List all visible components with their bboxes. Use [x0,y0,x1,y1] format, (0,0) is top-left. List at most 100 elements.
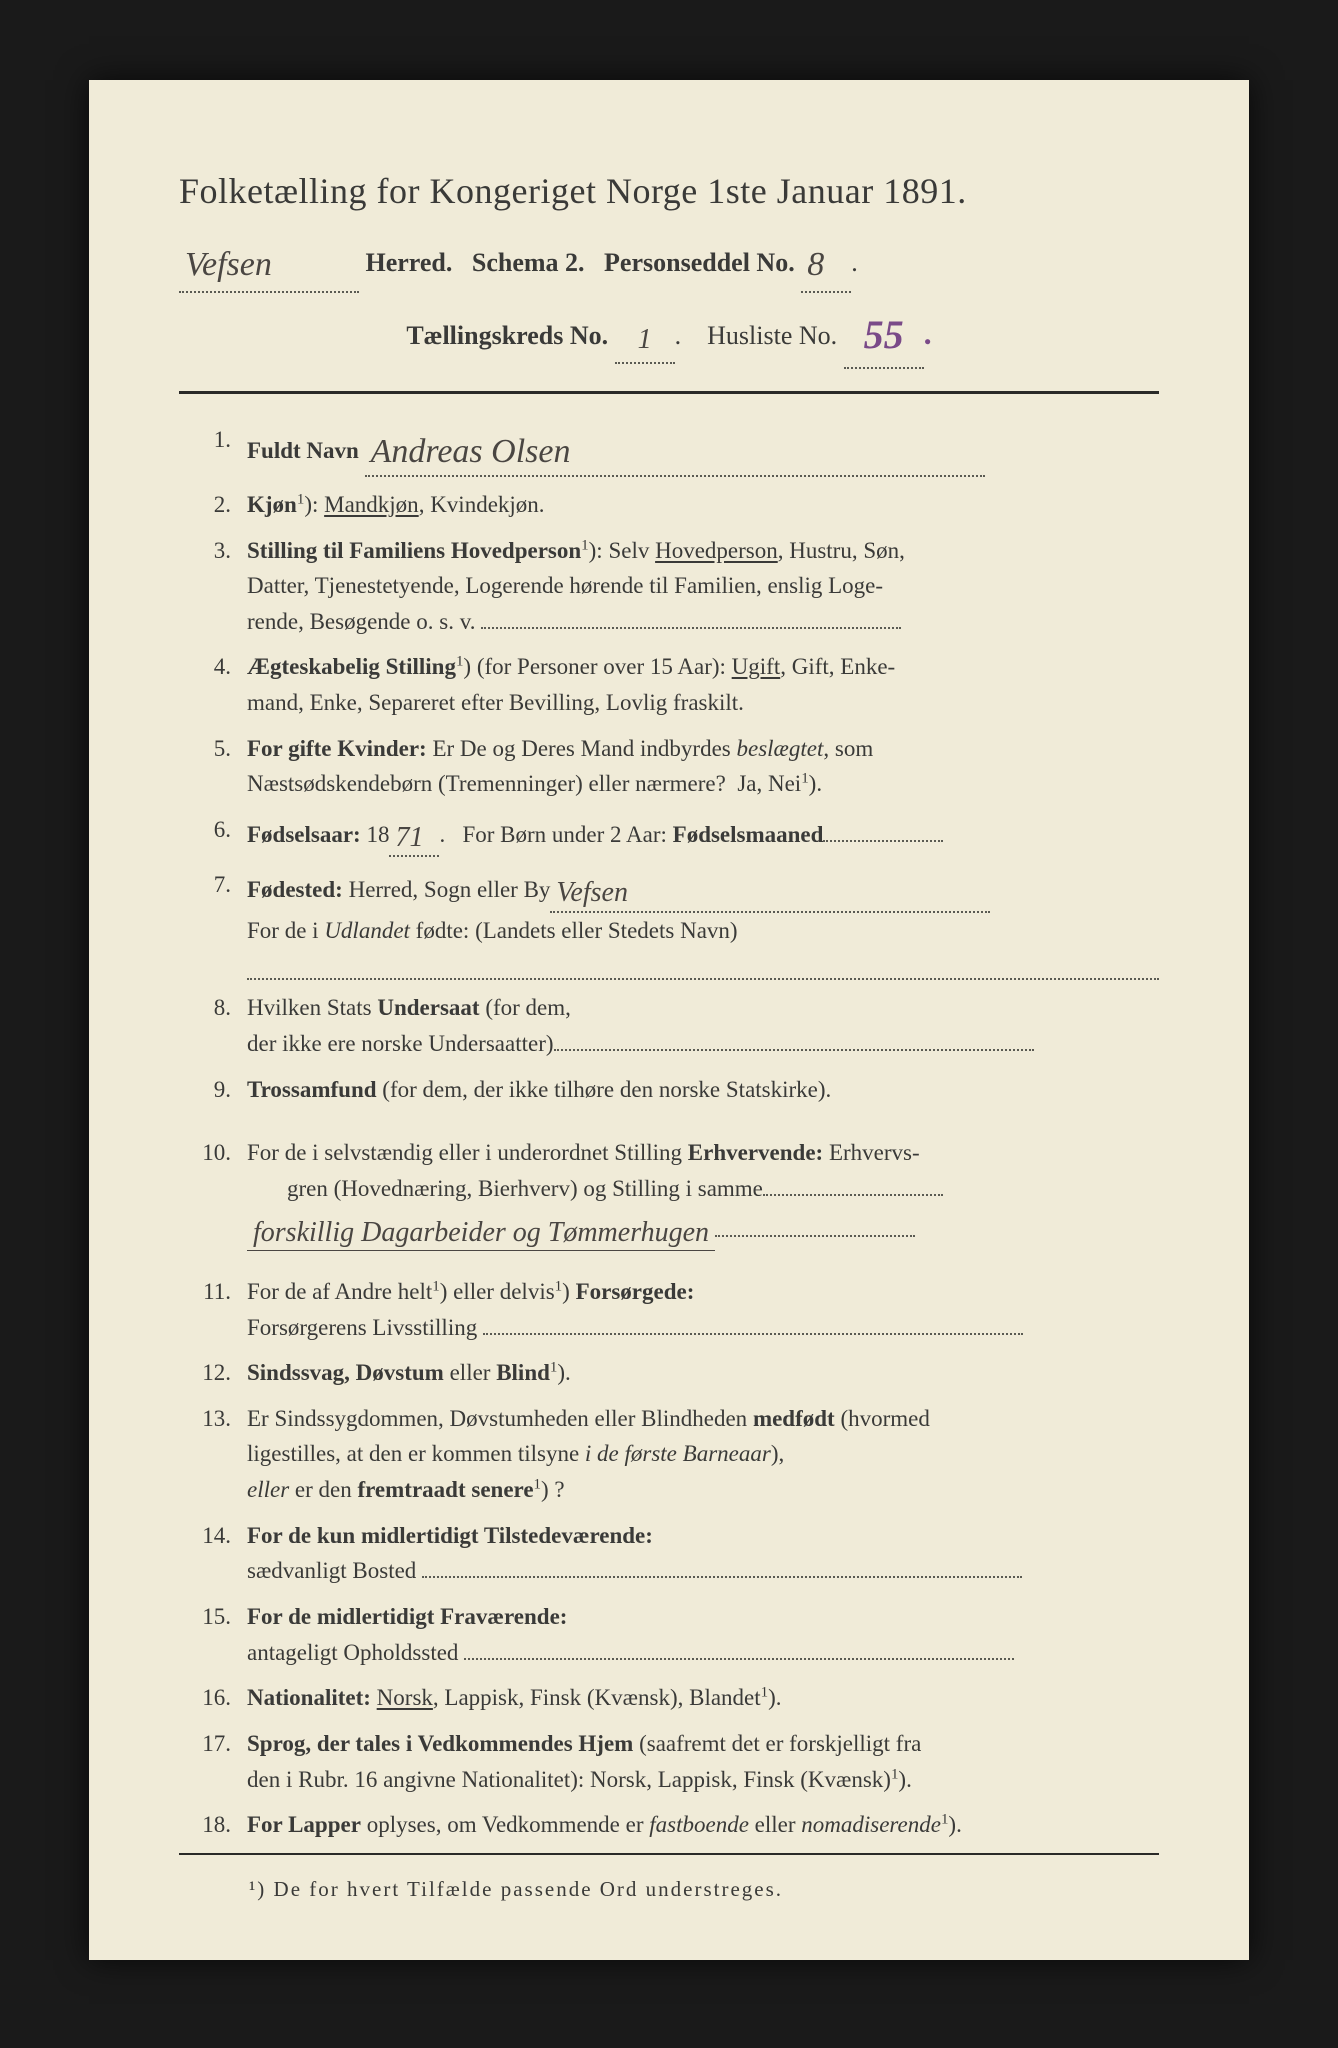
husliste-value: 55 [858,312,910,357]
item-number: 10. [179,1135,247,1171]
item-3: 3. Stilling til Familiens Hovedperson1):… [179,533,1159,640]
item-number: 15. [179,1599,247,1635]
item-lead: Nationalitet: [247,1685,371,1710]
item-lead: Sprog, der tales i Vedkommendes Hjem [247,1731,633,1756]
item-lead: Fødselsaar: [247,822,361,847]
occupation-value: forskillig Dagarbeider og Tømmerhugen [247,1217,715,1251]
item-lead: Stilling til Familiens Hovedperson [247,538,581,563]
item-number: 13. [179,1401,247,1437]
census-form-page: Folketælling for Kongeriget Norge 1ste J… [89,80,1249,1960]
kreds-label: Tællingskreds No. [406,321,608,350]
footnote-text: De for hvert Tilfælde passende Ord under… [274,1877,784,1901]
birth-year-value: 71 [389,822,429,853]
item-11: 11. For de af Andre helt1) eller delvis1… [179,1274,1159,1345]
divider-bottom [179,1853,1159,1855]
item-number: 6. [179,812,247,848]
sup: 1 [550,1360,557,1376]
sup: 1 [581,537,588,553]
item-number: 2. [179,487,247,523]
fastboende-word: fastboende [649,1812,749,1837]
eller-word: eller [247,1477,289,1502]
item-number: 5. [179,731,247,767]
item-17: 17. Sprog, der tales i Vedkommendes Hjem… [179,1726,1159,1797]
item-6: 6. Fødselsaar: 1871. For Børn under 2 Aa… [179,812,1159,857]
item-15: 15. For de midlertidigt Fraværende: anta… [179,1599,1159,1670]
item-9: 9. Trossamfund (for dem, der ikke tilhør… [179,1072,1159,1108]
sup: 1 [432,1278,439,1294]
forsorgede-word: Forsørgede: [576,1279,695,1304]
item-lead: Kjøn [247,492,297,517]
item-4: 4. Ægteskabelig Stilling1) (for Personer… [179,649,1159,720]
item-number: 18. [179,1807,247,1843]
item-lead: Sindssvag, Døvstum [247,1360,444,1385]
sup: 1 [534,1476,541,1492]
sup: 1 [555,1278,562,1294]
item-lead: For de midlertidigt Fraværende: [247,1604,567,1629]
item-18: 18. For Lapper oplyses, om Vedkommende e… [179,1807,1159,1843]
husliste-label: Husliste No. [707,321,837,350]
item-7: 7. Fødested: Herred, Sogn eller ByVefsen… [179,867,1159,980]
item-number: 1. [179,422,247,458]
item-number: 11. [179,1274,247,1310]
selected-nationality: Norsk [377,1685,433,1710]
schema-label: Schema 2. [472,248,585,277]
item-number: 16. [179,1680,247,1716]
item-number: 17. [179,1726,247,1762]
item-1: 1. Fuldt Navn Andreas Olsen [179,422,1159,477]
items-list: 1. Fuldt Navn Andreas Olsen 2. Kjøn1): M… [179,422,1159,1843]
fill-line [247,948,1159,980]
item-lead: Fuldt Navn [247,438,359,463]
undersaat-word: Undersaat [377,995,479,1020]
item-tail: (for dem, der ikke tilhøre den norske St… [377,1077,832,1102]
sup: 1 [761,1685,768,1701]
erhvervende-word: Erhvervende: [688,1140,823,1165]
birthplace-value: Vefsen [550,877,634,908]
sup: 1 [941,1812,948,1828]
item-number: 4. [179,649,247,685]
item-8: 8. Hvilken Stats Undersaat (for dem, der… [179,990,1159,1061]
item-5: 5. For gifte Kvinder: Er De og Deres Man… [179,731,1159,802]
herred-value: Vefsen [179,246,278,283]
nomadiserende-word: nomadiserende [801,1812,941,1837]
fodselsmaaned-label: Fødselsmaaned [673,822,824,847]
item-number: 12. [179,1355,247,1391]
selected-relation: Hovedperson [655,538,778,563]
item-14: 14. For de kun midlertidigt Tilstedevære… [179,1518,1159,1589]
selected-marital: Ugift [732,654,781,679]
sup: 1 [456,654,463,670]
item-13: 13. Er Sindssygdommen, Døvstumheden elle… [179,1401,1159,1508]
kreds-value: 1 [632,324,658,355]
item-lead: For Lapper [247,1812,361,1837]
selected-gender: Mandkjøn [324,492,419,517]
item-lead: Trossamfund [247,1077,377,1102]
item-lead: For de kun midlertidigt Tilstedeværende: [247,1523,653,1548]
item-12: 12. Sindssvag, Døvstum eller Blind1). [179,1355,1159,1391]
item-number: 7. [179,867,247,903]
divider-top [179,391,1159,394]
item-number: 9. [179,1072,247,1108]
herred-label: Herred. [366,248,453,277]
blind-word: Blind [496,1360,550,1385]
form-subheader: Vefsen Herred. Schema 2. Personseddel No… [179,230,1159,369]
personseddel-label: Personseddel No. [604,248,795,277]
name-value: Andreas Olsen [365,433,577,470]
italic-phrase: i de første Barneaar [585,1441,771,1466]
sup: 1 [891,1766,898,1782]
sup: 1 [801,771,808,787]
item-number: 8. [179,990,247,1026]
footnote: ¹) De for hvert Tilfælde passende Ord un… [179,1877,1159,1902]
italic-word: beslægtet [736,736,823,761]
item-lead: Ægteskabelig Stilling [247,654,456,679]
item-lead: Fødested: [247,877,343,902]
udlandet-word: Udlandet [324,918,410,943]
fremtraadt-word: fremtraadt senere [357,1477,533,1502]
year-prefix: 18 [366,822,389,847]
item-lead: For gifte Kvinder: [247,736,427,761]
page-title: Folketælling for Kongeriget Norge 1ste J… [179,170,1159,212]
footnote-marker: ¹) [249,1877,266,1901]
item-10: 10. For de i selvstændig eller i underor… [179,1135,1159,1250]
sup: 1 [297,491,304,507]
personseddel-value: 8 [801,246,830,283]
item-16: 16. Nationalitet: Norsk, Lappisk, Finsk … [179,1680,1159,1716]
item-number: 3. [179,533,247,569]
